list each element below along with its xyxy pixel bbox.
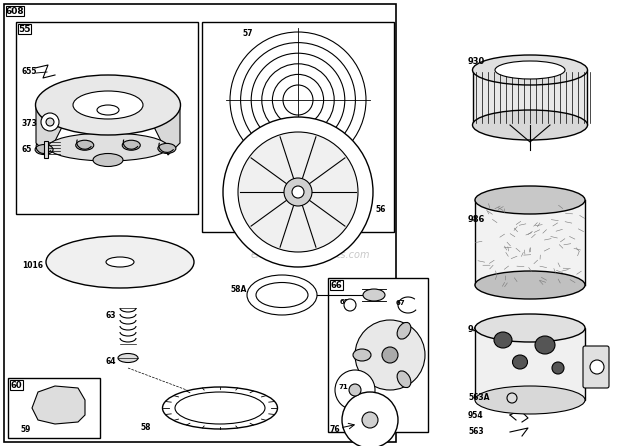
Polygon shape — [32, 386, 85, 424]
Ellipse shape — [76, 140, 94, 150]
Text: 59: 59 — [20, 425, 30, 434]
FancyBboxPatch shape — [330, 280, 343, 290]
Ellipse shape — [158, 144, 176, 153]
Ellipse shape — [35, 75, 180, 135]
Text: 76: 76 — [330, 425, 340, 434]
Text: 67: 67 — [396, 300, 405, 306]
Ellipse shape — [472, 110, 588, 140]
Text: eReplacementParts.com: eReplacementParts.com — [250, 250, 370, 260]
Text: 70: 70 — [358, 355, 368, 361]
Ellipse shape — [256, 282, 308, 307]
Text: 986: 986 — [468, 215, 485, 224]
Text: 58: 58 — [140, 422, 151, 431]
Text: 1016: 1016 — [22, 260, 43, 269]
Ellipse shape — [397, 371, 411, 388]
Ellipse shape — [353, 349, 371, 361]
Text: 65: 65 — [22, 145, 32, 154]
Polygon shape — [36, 105, 66, 155]
Ellipse shape — [475, 314, 585, 342]
Text: 608: 608 — [6, 7, 24, 16]
Ellipse shape — [494, 332, 512, 348]
Circle shape — [382, 347, 398, 363]
Ellipse shape — [106, 257, 134, 267]
Circle shape — [344, 299, 356, 311]
Text: 66: 66 — [330, 281, 342, 289]
Circle shape — [41, 113, 59, 131]
Text: 655: 655 — [22, 67, 37, 77]
Text: 930: 930 — [468, 58, 485, 66]
FancyBboxPatch shape — [583, 346, 609, 388]
FancyBboxPatch shape — [16, 22, 198, 214]
Circle shape — [292, 186, 304, 198]
Text: 373: 373 — [22, 119, 38, 128]
Text: 64: 64 — [105, 358, 115, 367]
Ellipse shape — [93, 153, 123, 166]
Ellipse shape — [475, 386, 585, 414]
Ellipse shape — [35, 145, 53, 154]
Circle shape — [349, 384, 361, 396]
Ellipse shape — [247, 275, 317, 315]
Text: 60: 60 — [11, 380, 22, 389]
Polygon shape — [44, 141, 48, 158]
Text: 63: 63 — [105, 310, 115, 319]
Ellipse shape — [552, 362, 564, 374]
Ellipse shape — [513, 355, 528, 369]
Ellipse shape — [472, 55, 588, 85]
Text: 949: 949 — [468, 326, 485, 334]
Ellipse shape — [397, 322, 411, 339]
FancyBboxPatch shape — [18, 24, 31, 34]
Circle shape — [284, 178, 312, 206]
Polygon shape — [150, 105, 180, 155]
Text: 954: 954 — [468, 410, 484, 420]
Text: 55: 55 — [18, 25, 31, 33]
Circle shape — [46, 118, 54, 126]
Ellipse shape — [162, 387, 278, 429]
FancyBboxPatch shape — [4, 4, 396, 442]
Ellipse shape — [475, 271, 585, 299]
FancyBboxPatch shape — [328, 278, 428, 432]
Circle shape — [355, 320, 425, 390]
Ellipse shape — [97, 105, 119, 115]
Circle shape — [362, 412, 378, 428]
Text: 58A: 58A — [230, 285, 246, 294]
Ellipse shape — [48, 133, 168, 161]
FancyBboxPatch shape — [10, 380, 23, 390]
Text: 563: 563 — [468, 428, 484, 437]
Circle shape — [335, 370, 375, 410]
Ellipse shape — [175, 392, 265, 424]
Circle shape — [223, 117, 373, 267]
Ellipse shape — [122, 140, 140, 150]
FancyBboxPatch shape — [6, 6, 24, 16]
Text: 56: 56 — [375, 206, 386, 215]
Text: 57: 57 — [242, 29, 252, 38]
FancyBboxPatch shape — [475, 328, 585, 400]
Text: 563A: 563A — [468, 393, 490, 402]
Text: 68: 68 — [340, 299, 350, 305]
Circle shape — [590, 360, 604, 374]
Ellipse shape — [495, 61, 565, 79]
Text: 71: 71 — [338, 384, 348, 390]
Ellipse shape — [46, 236, 194, 288]
FancyBboxPatch shape — [8, 378, 100, 438]
Ellipse shape — [118, 354, 138, 363]
FancyBboxPatch shape — [475, 200, 585, 285]
Circle shape — [342, 392, 398, 446]
FancyBboxPatch shape — [473, 70, 587, 125]
Circle shape — [507, 393, 517, 403]
Ellipse shape — [535, 336, 555, 354]
Ellipse shape — [73, 91, 143, 119]
Circle shape — [238, 132, 358, 252]
Ellipse shape — [475, 186, 585, 214]
Ellipse shape — [363, 289, 385, 301]
FancyBboxPatch shape — [202, 22, 394, 232]
